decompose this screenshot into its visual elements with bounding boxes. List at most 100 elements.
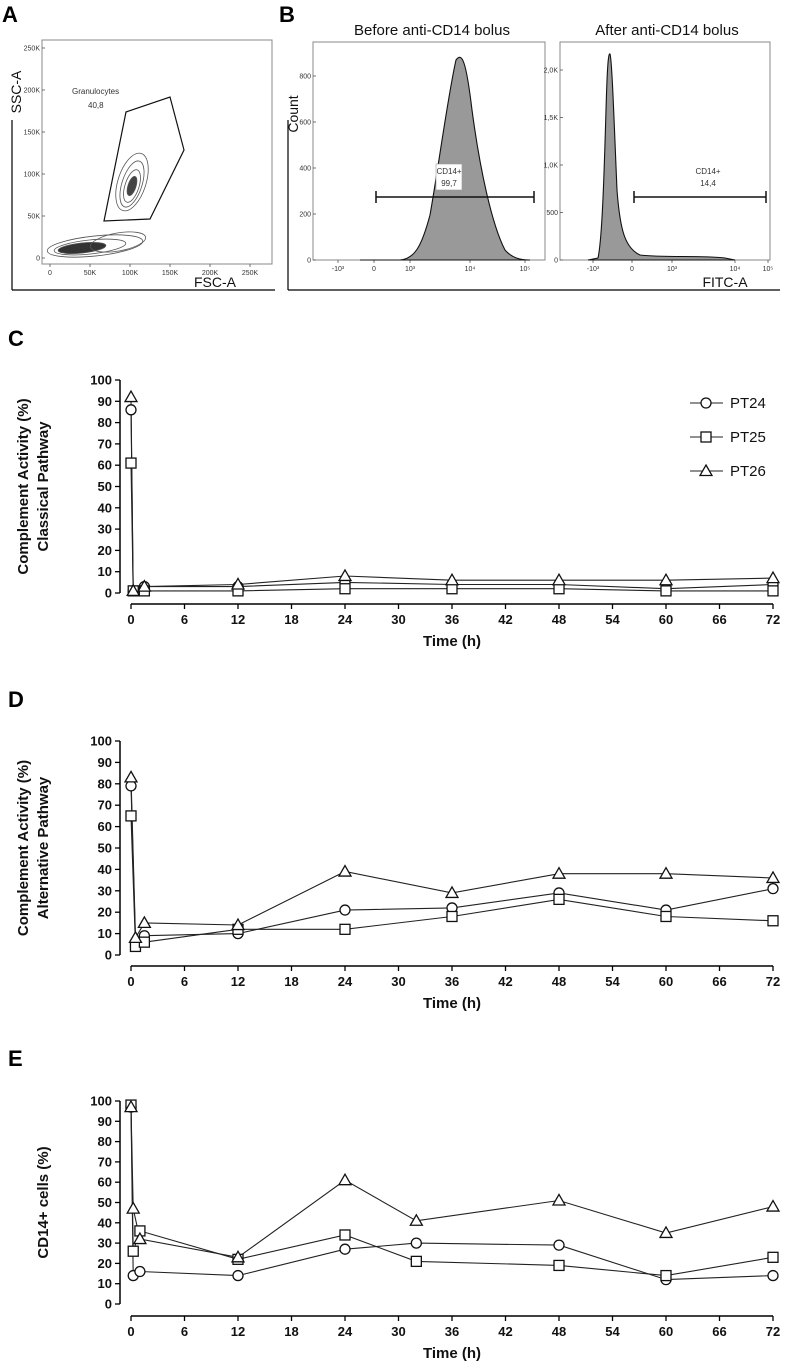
y-tick-label: 100 [90,373,112,388]
hist-after-x-tick-label: 0 [630,266,634,273]
scatter-x-tick-label: 0 [48,270,52,277]
y-tick-label: 30 [98,883,112,898]
point-pt26 [444,572,460,586]
point-pt24 [410,1237,422,1249]
x-tick-label: 66 [712,1324,726,1339]
point-pt25 [660,585,672,597]
hist-before-title: Before anti-CD14 bolus [354,22,510,39]
legend-label-pt26: PT26 [730,463,766,480]
y-tick-label: 30 [98,1236,112,1251]
y-axis-title-line1: Complement Activity (%) [15,760,32,936]
x-tick-label: 48 [552,1324,566,1339]
point-pt26 [551,572,567,586]
point-pt26 [658,572,674,586]
y-tick-label: 60 [98,1175,112,1190]
scatter-y-tick-label: 0 [36,256,40,263]
y-tick-label: 70 [98,436,112,451]
y-tick-label: 50 [98,841,112,856]
point-pt26 [132,1231,148,1245]
x-tick-label: 30 [391,1324,405,1339]
y-tick-label: 60 [98,819,112,834]
x-axis-title: Time (h) [423,995,481,1012]
y-tick-label: 0 [105,586,112,601]
y-axis-title-line2: Alternative Pathway [35,776,52,919]
hist-before-y-tick-label: 0 [307,258,311,265]
hist-after-y-tick-label: 2,0K [544,68,559,75]
point-pt24 [767,883,779,895]
hist-after-frame [559,41,771,261]
point-pt25 [553,1259,565,1272]
contour-granulocytes [115,152,149,212]
hist-after-y-tick-label: 1,5K [544,115,559,122]
y-tick-label: 20 [98,1256,112,1271]
y-tick-label: 70 [98,1154,112,1169]
point-pt26 [137,579,152,592]
point-pt26 [337,864,353,877]
scatter-x-tick-label: 100K [122,270,139,277]
granulocyte-gate [103,96,185,222]
x-tick-label: 12 [231,1324,245,1339]
point-pt25 [767,585,779,597]
series-line-pt24 [130,1107,774,1281]
hist-before-y-tick-label: 600 [299,120,311,127]
point-pt25 [125,810,137,822]
scatter-x-tick-label: 200K [202,270,219,277]
x-tick-label: 42 [498,974,512,989]
y-tick-label: 10 [98,926,112,941]
chart-classical-pathway: 0 10 20 30 40 50 60 70 80 90 100 0 6 12 18 24 30 36 42 48 54… [15,373,780,651]
y-tick-label: 0 [105,948,112,963]
hist-x-label: FITC-A [702,274,748,290]
y-tick-label: 10 [98,564,112,579]
y-tick-label: 80 [98,415,112,430]
x-axis-title: Time (h) [423,1345,481,1362]
y-tick-label: 90 [98,1114,112,1129]
hist-after-gate-value: 14,4 [700,179,716,188]
x-tick-label: 54 [605,1324,620,1339]
y-tick-label: 50 [98,479,112,494]
x-tick-label: 72 [766,974,780,989]
point-pt26 [551,866,567,879]
hist-before-x-tick-label: 10⁴ [465,266,476,273]
x-tick-label: 36 [445,612,459,627]
series-line-pt24 [130,409,774,592]
panel-letter-e: E [8,1046,23,1071]
x-tick-label: 24 [338,612,353,627]
chart-cd14-cells: 0 10 20 30 40 50 60 70 80 90 100 0 6 12 18 24 30 36 42 48 54… [35,1094,780,1363]
point-pt26 [658,866,674,879]
point-pt25 [660,910,672,923]
point-pt26 [337,568,353,582]
point-pt25 [446,910,458,923]
x-tick-label: 42 [498,612,512,627]
hist-before-distribution [360,56,531,261]
hist-before-y-tick-label: 200 [299,212,311,219]
point-pt26 [128,930,143,944]
hist-after-y-tick-label: 500 [546,210,558,217]
point-pt25 [410,1255,422,1268]
hist-before-y-tick-label: 400 [299,166,311,173]
hist-after-y-tick-label: 0 [554,258,558,265]
hist-before-x-tick-label: 0 [372,266,376,273]
point-pt26 [230,577,246,590]
hist-before-x-tick-label: 10⁵ [520,266,531,273]
series-line-pt26 [130,396,774,592]
x-tick-label: 36 [445,974,459,989]
scatter-y-tick-label: 150K [24,130,41,137]
x-tick-label: 6 [181,1324,188,1339]
hist-after-y-tick-label: 1,0K [544,163,559,170]
hist-before-gate-name: CD14+ [436,167,461,176]
point-pt25 [339,1229,351,1241]
gate-value-granulocytes: 40,8 [88,101,104,110]
y-tick-label: 20 [98,905,112,920]
y-tick-label: 40 [98,862,112,877]
series-line-pt25 [130,815,774,948]
scatter-y-tick-label: 250K [24,46,41,53]
x-tick-label: 30 [391,974,405,989]
y-axis-title-line2: Classical Pathway [35,421,52,552]
point-pt26 [658,1225,674,1239]
x-tick-label: 66 [712,974,726,989]
y-tick-label: 100 [90,734,112,749]
y-tick-label: 60 [98,458,112,473]
hist-after-distribution [587,53,736,261]
x-tick-label: 12 [231,612,245,627]
x-tick-label: 54 [605,974,620,989]
